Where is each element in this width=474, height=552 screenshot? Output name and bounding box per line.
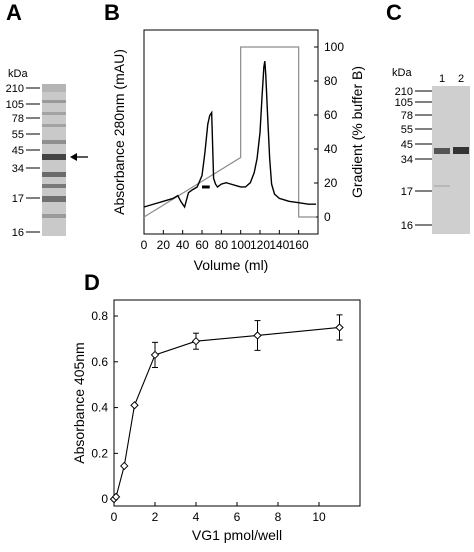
gel-band-lane-2 xyxy=(453,147,469,154)
absorbance-series-line xyxy=(143,61,317,209)
panel-c-marker-label: 45 xyxy=(401,139,413,151)
chart-b-x-tick-label: 60 xyxy=(195,238,209,252)
gel-band xyxy=(42,172,66,177)
chart-b-y2-tick-label: 0 xyxy=(324,210,331,224)
gel-band xyxy=(42,112,66,115)
chart-d-x-tick-label: 0 xyxy=(111,510,118,524)
chart-d-y-tick-label: 0.6 xyxy=(91,355,108,369)
chart-b-x-tick-label: 20 xyxy=(157,238,171,252)
gel-band xyxy=(42,124,66,127)
gel-band xyxy=(42,196,66,202)
data-points xyxy=(109,323,344,504)
panel-d-letter: D xyxy=(84,270,100,295)
chart-b-y2-tick-label: 20 xyxy=(324,176,338,190)
panel-a-arrow xyxy=(70,153,88,161)
panel-c-marker-label: 105 xyxy=(395,97,413,109)
gel-band-faint xyxy=(434,185,450,187)
chart-d-y-tick-label: 0.4 xyxy=(91,401,108,415)
chart-b-y2-ticks: 0 20 40 60 80 100 xyxy=(314,40,344,224)
gel-lane-c xyxy=(432,86,470,234)
panel-c-letter: C xyxy=(386,0,402,25)
chart-b-frame xyxy=(143,29,319,235)
gel-band-target xyxy=(42,154,66,160)
gel-band xyxy=(42,140,66,144)
data-point-diamond xyxy=(253,331,262,340)
chart-b-x-tick-label: 100 xyxy=(231,238,251,252)
chart-b-y2-tick-label: 100 xyxy=(324,40,344,54)
chart-b-y2-tick-label: 60 xyxy=(324,108,338,122)
chart-b-x-ticks: 0 20 40 60 80 100 120 140 160 xyxy=(141,230,309,252)
panel-a-kda-label: kDa xyxy=(8,68,28,80)
panel-a-marker-label: 78 xyxy=(12,113,24,125)
panel-c-marker-label: 34 xyxy=(401,154,413,166)
panel-a-marker-label: 105 xyxy=(6,99,24,111)
data-point-diamond xyxy=(111,492,121,502)
chart-d-x-tick-label: 10 xyxy=(312,510,326,524)
data-point-diamond xyxy=(335,323,344,332)
panel-c-kda-label: kDa xyxy=(392,67,412,79)
chart-b-y-axis-label: Absorbance 280nm (mAU) xyxy=(111,49,127,215)
chart-b-x-tick-label: 160 xyxy=(289,238,309,252)
chart-d-y-axis-label: Absorbance 405nm xyxy=(71,342,87,463)
gel-band xyxy=(42,214,66,218)
gel-band-lane-1 xyxy=(434,148,450,154)
panel-c-marker-label: 17 xyxy=(401,186,413,198)
chart-b-x-axis-label: Volume (ml) xyxy=(194,257,269,273)
data-point-diamond xyxy=(191,336,201,346)
chart-d-x-tick-label: 8 xyxy=(275,510,282,524)
panel-a-marker-label: 210 xyxy=(6,83,24,95)
panel-b-letter: B xyxy=(104,0,120,25)
chart-b-x-tick-label: 120 xyxy=(250,238,270,252)
panel-a-marker-label: 34 xyxy=(12,163,24,175)
chart-b-x-tick-label: 40 xyxy=(176,238,190,252)
chart-d-x-axis-label: VG1 pmol/well xyxy=(192,527,282,543)
panel-a-marker-label: 55 xyxy=(12,129,24,141)
panel-c-gel xyxy=(432,86,470,234)
chart-d-y-tick-label: 0.8 xyxy=(91,309,108,323)
data-point-diamond xyxy=(120,461,129,471)
chart-d-x-ticks: 0 2 4 6 8 10 xyxy=(111,502,326,524)
chart-d-y-tick-label: 0.2 xyxy=(91,446,108,460)
chart-b-y2-axis-label: Gradient (% buffer B) xyxy=(349,66,365,198)
binding-curve-chart: 0 2 4 6 8 10 0 0.2 0.4 0.6 0.8 VG1 pmol/well Abso… xyxy=(71,299,361,543)
data-point-diamond xyxy=(150,350,160,360)
panel-a-markers: 210 105 78 55 45 34 17 16 xyxy=(6,83,40,239)
chart-b-x-tick-label: 0 xyxy=(141,238,148,252)
panel-a-marker-label: 17 xyxy=(12,193,24,205)
binding-curve-line xyxy=(113,326,340,500)
chart-b-x-tick-label: 80 xyxy=(215,238,229,252)
gel-band xyxy=(42,184,66,188)
panel-c-marker-label: 16 xyxy=(401,220,413,232)
chart-d-x-tick-label: 2 xyxy=(152,510,159,524)
chart-d-x-tick-label: 6 xyxy=(234,510,241,524)
panel-a-marker-label: 45 xyxy=(12,145,24,157)
gel-band xyxy=(42,84,66,92)
panel-c-marker-label: 210 xyxy=(395,86,413,98)
lane-2-label: 2 xyxy=(458,73,464,85)
panel-a-gel xyxy=(42,84,66,236)
chart-d-frame xyxy=(113,299,361,507)
chart-d-y-ticks: 0 0.2 0.4 0.6 0.8 xyxy=(91,309,118,506)
panel-a-letter: A xyxy=(6,0,22,25)
panel-c-marker-label: 78 xyxy=(401,110,413,122)
chart-b-y2-tick-label: 80 xyxy=(324,74,338,88)
gradient-series-line xyxy=(143,46,317,218)
chart-b-y2-tick-label: 40 xyxy=(324,142,338,156)
error-bars xyxy=(152,314,343,369)
lane-1-label: 1 xyxy=(439,73,445,85)
panel-c-marker-label: 55 xyxy=(401,124,413,136)
chart-d-x-tick-label: 4 xyxy=(193,510,200,524)
chart-b-x-tick-label: 140 xyxy=(269,238,289,252)
gel-band xyxy=(42,100,66,103)
data-point-diamond xyxy=(130,401,139,410)
panel-a-marker-label: 16 xyxy=(12,227,24,239)
chart-d-y-tick-label: 0 xyxy=(101,492,108,506)
